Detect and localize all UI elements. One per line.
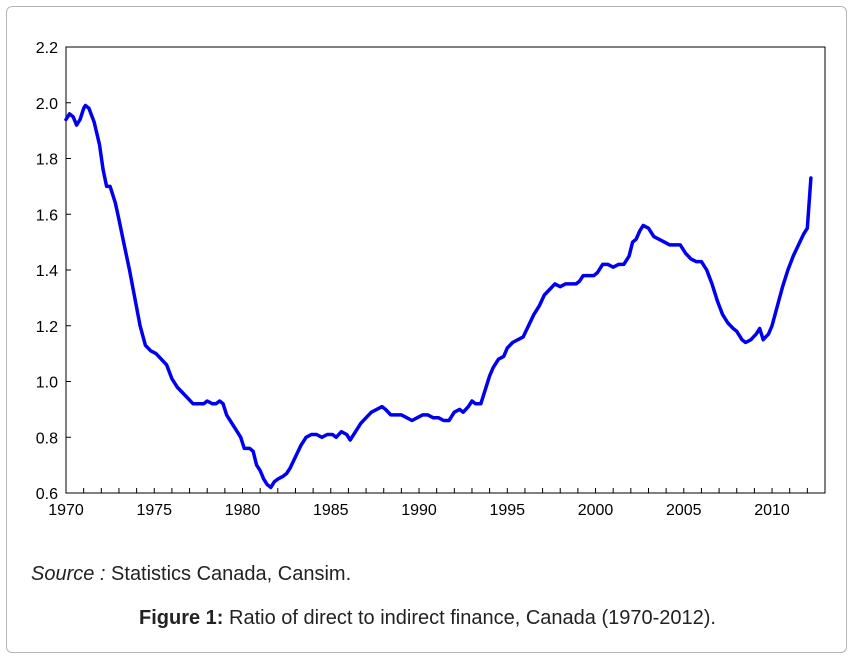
x-tick-label: 1970 [48,502,84,519]
x-tick-label: 1980 [225,502,261,519]
y-tick-label: 0.6 [36,486,58,503]
figure-caption: Figure 1: Ratio of direct to indirect fi… [0,607,855,630]
figure-frame [6,6,847,653]
source-note: Source : Statistics Canada, Cansim. [31,563,351,586]
y-tick-label: 1.6 [36,207,58,224]
y-tick-label: 1.8 [36,152,58,169]
y-axis: 0.6 0.8 1.0 1.2 1.4 1.6 1.8 2.0 2.2 [36,40,71,503]
caption-label: Figure 1: [139,607,224,629]
x-axis: 1970 1975 1980 1985 1990 1995 2000 2005 2010 [48,488,826,519]
x-tick-label: 1995 [489,502,525,519]
x-tick-label: 2010 [754,502,790,519]
plot-area [65,46,826,494]
source-label: Source : [31,563,106,585]
y-tick-label: 1.0 [36,375,58,392]
y-tick-label: 2.2 [36,40,58,57]
series-line [64,103,813,490]
x-tick-label: 1975 [136,502,172,519]
y-tick-label: 1.2 [36,319,58,336]
source-text: Statistics Canada, Cansim. [105,563,352,585]
y-tick-label: 1.4 [36,263,58,280]
caption-text: Ratio of direct to indirect finance, Can… [223,607,716,629]
y-tick-label: 2.0 [36,96,58,113]
y-tick-label: 0.8 [36,430,58,447]
x-tick-label: 2000 [578,502,614,519]
x-tick-label: 2005 [666,502,702,519]
x-tick-label: 1985 [313,502,349,519]
x-tick-label: 1990 [401,502,437,519]
